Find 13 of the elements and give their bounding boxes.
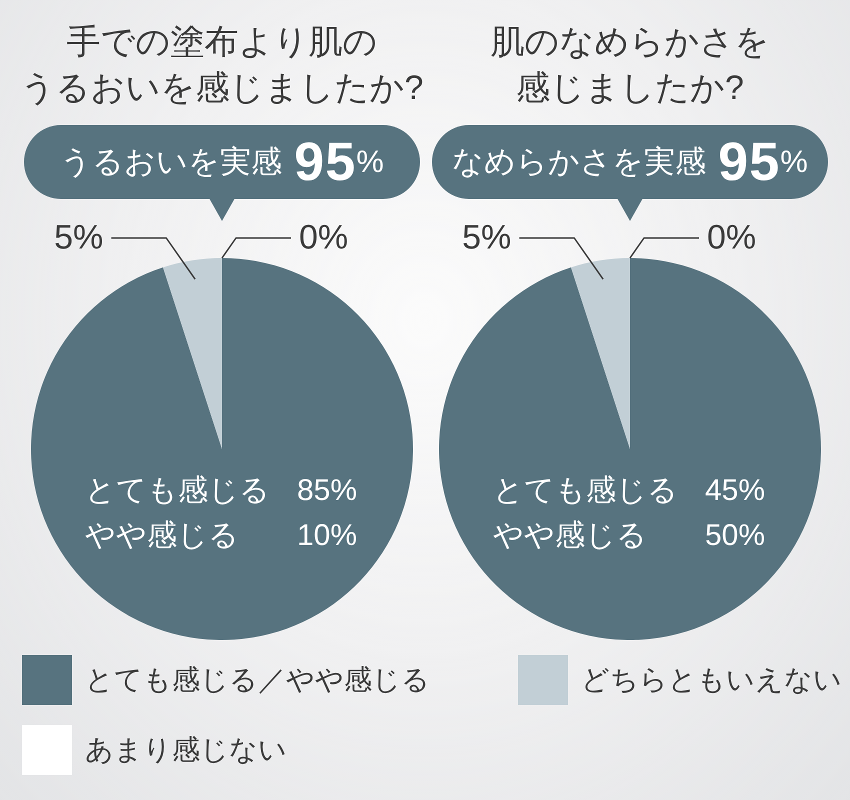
data-label: 5% bbox=[54, 218, 104, 256]
text: とても感じる 45% bbox=[493, 473, 765, 509]
chart-title: 肌のなめらかさを感じましたか? bbox=[490, 22, 770, 109]
chart-title: 手での塗布より肌のうるおいを感じましたか? bbox=[20, 22, 424, 109]
text: やや感じる 10% bbox=[85, 519, 357, 552]
legend-label: とても感じる／やや感じる bbox=[85, 663, 430, 697]
text: やや感じる 50% bbox=[493, 519, 765, 552]
text: とても感じる 85% bbox=[85, 473, 357, 509]
text: 0% bbox=[299, 218, 348, 256]
text: 0% bbox=[707, 218, 756, 256]
data-label: 5% bbox=[462, 218, 512, 256]
legend-label: どちらともいえない bbox=[581, 663, 842, 697]
legend-label: あまり感じない bbox=[85, 733, 287, 767]
